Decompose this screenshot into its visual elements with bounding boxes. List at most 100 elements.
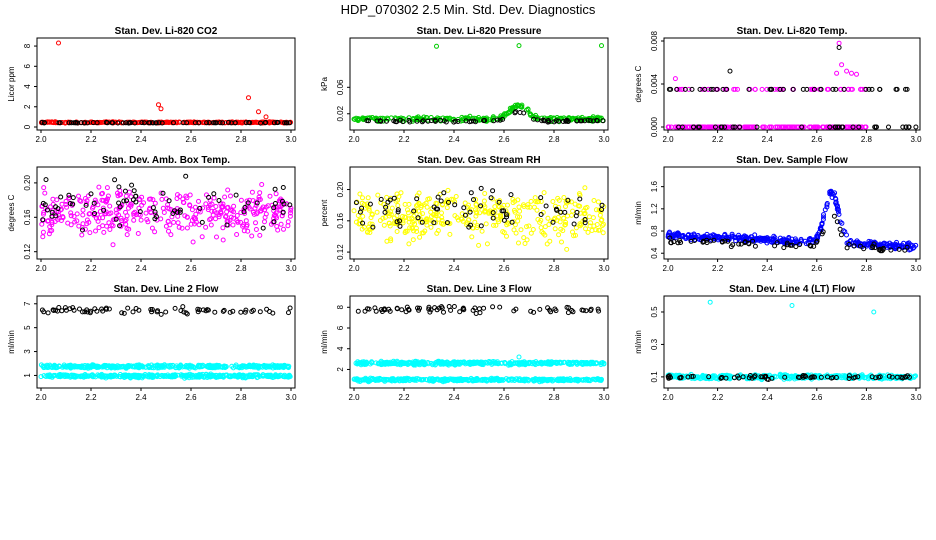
x-tick-label: 2.8 xyxy=(861,393,873,402)
data-point xyxy=(281,201,287,207)
data-point xyxy=(91,362,97,368)
data-point xyxy=(510,196,516,202)
data-point xyxy=(189,372,194,378)
data-point xyxy=(240,373,246,379)
data-point xyxy=(683,234,689,240)
data-point xyxy=(276,198,282,204)
data-point xyxy=(145,374,151,380)
data-point xyxy=(263,120,269,125)
data-point xyxy=(534,207,540,213)
data-point xyxy=(99,197,105,203)
x-tick-label: 2.6 xyxy=(811,264,823,273)
data-point xyxy=(453,194,459,199)
data-point xyxy=(708,86,714,92)
data-point xyxy=(468,222,473,228)
data-point xyxy=(116,212,121,218)
data-point xyxy=(775,86,780,92)
data-point xyxy=(232,120,238,126)
data-point xyxy=(178,308,184,314)
data-point xyxy=(39,221,45,227)
data-point xyxy=(249,189,255,195)
x-tick-label: 2.6 xyxy=(185,393,197,402)
data-point xyxy=(253,220,258,226)
data-point xyxy=(491,118,497,124)
data-point xyxy=(467,119,473,125)
data-point xyxy=(881,240,887,246)
data-point xyxy=(69,372,75,378)
data-point xyxy=(231,203,237,209)
data-point xyxy=(263,211,269,217)
x-tick-label: 2.4 xyxy=(135,135,147,144)
data-point xyxy=(411,228,417,234)
data-point xyxy=(477,310,483,316)
plot-frame xyxy=(36,166,296,260)
data-point xyxy=(56,212,61,218)
series-magenta xyxy=(665,40,869,130)
data-point xyxy=(403,228,409,234)
data-point xyxy=(511,207,517,213)
data-point xyxy=(833,124,839,130)
data-point xyxy=(532,195,538,201)
data-point xyxy=(116,184,122,190)
data-point xyxy=(366,207,372,213)
data-point xyxy=(848,124,853,130)
data-point xyxy=(501,217,507,223)
data-point xyxy=(423,200,429,206)
data-point xyxy=(366,118,371,124)
data-point xyxy=(431,220,437,226)
data-point xyxy=(48,204,53,210)
data-point xyxy=(149,362,154,368)
data-point-outlier xyxy=(834,70,840,76)
chart-title: Stan. Dev. Gas Stream RH xyxy=(417,155,540,166)
data-point xyxy=(58,194,64,200)
data-point xyxy=(96,225,102,231)
data-point xyxy=(565,197,571,203)
data-point xyxy=(113,216,119,222)
data-point xyxy=(752,86,758,92)
data-point xyxy=(711,237,717,243)
data-point xyxy=(239,373,245,378)
y-tick-label: 2 xyxy=(23,104,32,109)
data-point xyxy=(524,224,529,230)
data-point xyxy=(74,218,80,224)
data-point xyxy=(477,210,483,216)
data-point xyxy=(123,365,129,371)
x-tick-label: 2.4 xyxy=(762,135,774,144)
y-tick-label: 0.008 xyxy=(650,30,659,51)
data-point-outlier xyxy=(844,68,850,74)
data-point xyxy=(71,120,77,126)
data-point xyxy=(558,209,564,215)
data-point xyxy=(163,309,169,315)
x-tick-label: 2.6 xyxy=(811,135,823,144)
data-point xyxy=(275,373,280,379)
data-point xyxy=(466,207,472,213)
data-point xyxy=(257,309,263,315)
data-point xyxy=(169,364,175,370)
data-point xyxy=(383,204,389,210)
plot-frame xyxy=(349,295,609,389)
data-point xyxy=(235,119,241,125)
data-point xyxy=(550,199,556,204)
data-point xyxy=(674,86,680,92)
data-point xyxy=(71,214,77,219)
data-point xyxy=(474,118,479,123)
data-point xyxy=(735,86,740,92)
data-point xyxy=(187,192,193,198)
data-point xyxy=(220,237,226,243)
data-point xyxy=(78,198,84,204)
data-point xyxy=(399,307,405,313)
data-point xyxy=(713,233,719,239)
y-tick-label: 0.16 xyxy=(23,209,32,225)
series-cyan xyxy=(38,371,293,381)
data-point xyxy=(424,222,430,228)
data-point xyxy=(856,124,862,130)
data-point xyxy=(551,216,557,222)
x-tick-label: 3.0 xyxy=(598,393,610,402)
data-point xyxy=(231,215,237,221)
data-point xyxy=(123,120,129,126)
data-point xyxy=(355,213,361,218)
data-point xyxy=(466,202,471,208)
data-point xyxy=(449,361,455,367)
data-point xyxy=(74,363,79,369)
